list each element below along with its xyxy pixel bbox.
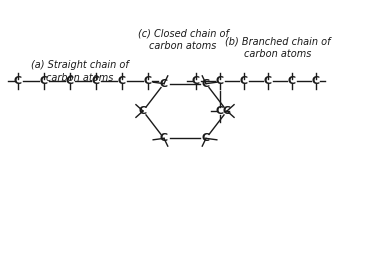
Text: (b) Branched chain of
carbon atoms: (b) Branched chain of carbon atoms (225, 36, 331, 59)
Text: C: C (240, 76, 248, 86)
Text: C: C (139, 106, 147, 116)
Text: C: C (118, 76, 126, 86)
Text: C: C (66, 76, 74, 86)
Text: C: C (202, 79, 210, 89)
Text: C: C (192, 76, 200, 86)
Text: C: C (144, 76, 152, 86)
Text: C: C (92, 76, 100, 86)
Text: C: C (288, 76, 296, 86)
Text: C: C (160, 133, 168, 143)
Text: C: C (202, 133, 210, 143)
Text: C: C (223, 106, 231, 116)
Text: C: C (312, 76, 320, 86)
Text: (a) Straight chain of
carbon atoms: (a) Straight chain of carbon atoms (31, 60, 129, 83)
Text: C: C (264, 76, 272, 86)
Text: C: C (216, 106, 224, 116)
Text: C: C (216, 76, 224, 86)
Text: (c) Closed chain of
carbon atoms: (c) Closed chain of carbon atoms (138, 28, 228, 51)
Text: C: C (160, 79, 168, 89)
Text: C: C (14, 76, 22, 86)
Text: C: C (40, 76, 48, 86)
